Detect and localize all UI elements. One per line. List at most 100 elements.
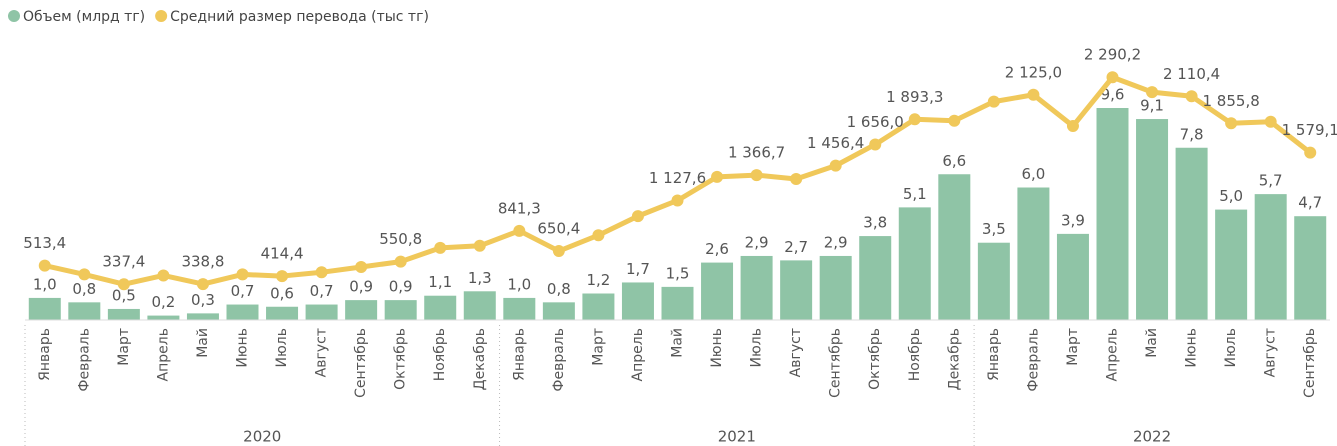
year-label: 2022 <box>1133 428 1171 446</box>
bar <box>819 255 852 320</box>
year-label: 2020 <box>243 428 281 446</box>
line-point <box>1027 88 1040 101</box>
x-tick-label: Май <box>1144 328 1160 358</box>
line-point <box>1264 115 1277 128</box>
bar <box>977 242 1010 320</box>
bar <box>701 262 734 320</box>
bar-label: 0,2 <box>151 293 175 311</box>
line-point <box>711 170 724 183</box>
line-point <box>315 266 328 279</box>
bar-label: 2,9 <box>745 233 769 251</box>
x-tick-label: Май <box>195 328 211 358</box>
bar-label: 0,9 <box>389 278 413 296</box>
x-tick-label: Июнь <box>235 328 251 368</box>
bar-label: 0,8 <box>547 280 571 298</box>
x-tick-label: Март <box>116 328 132 366</box>
bar <box>384 300 417 320</box>
bar <box>621 282 654 320</box>
line-point <box>631 210 644 223</box>
bar-label: 5,7 <box>1259 172 1283 190</box>
x-tick-label: Июнь <box>1184 328 1200 368</box>
line-label: 841,3 <box>498 199 541 217</box>
x-tick-label: Декабрь <box>946 328 962 390</box>
x-tick-label: Январь <box>37 328 53 381</box>
x-tick-label: Январь <box>986 328 1002 381</box>
bar-label: 4,7 <box>1298 194 1322 212</box>
line-point <box>157 269 170 282</box>
bar-label: 6,6 <box>942 152 966 170</box>
x-tick-label: Май <box>670 328 686 358</box>
bar <box>28 297 61 320</box>
bar-label: 5,1 <box>903 185 927 203</box>
x-tick-label: Март <box>1065 328 1081 366</box>
line-label: 1 456,4 <box>807 134 864 152</box>
bar-label: 0,7 <box>310 282 334 300</box>
x-tick-label: Июнь <box>709 328 725 368</box>
x-tick-label: Февраль <box>1025 328 1041 392</box>
x-tick-label: Сентябрь <box>1302 328 1318 398</box>
bar-label: 0,9 <box>349 278 373 296</box>
line-point <box>948 114 961 127</box>
bar <box>1056 233 1089 320</box>
bar <box>1294 216 1327 320</box>
line-point <box>513 224 526 237</box>
legend-label: Объем (млрд тг) <box>23 9 145 25</box>
bar-label: 1,2 <box>586 271 610 289</box>
line-label: 337,4 <box>102 253 145 271</box>
bar <box>780 260 813 320</box>
x-tick-label: Июль <box>274 328 290 367</box>
line-point <box>829 159 842 172</box>
line-point <box>434 241 447 254</box>
bar-label: 0,7 <box>231 282 255 300</box>
line-label: 2 110,4 <box>1163 65 1220 83</box>
bar <box>345 300 378 320</box>
line-point <box>1185 90 1198 103</box>
bar <box>1254 194 1287 320</box>
bar-label: 1,1 <box>428 273 452 291</box>
bar <box>661 286 694 320</box>
line-point <box>196 278 209 291</box>
line-point <box>117 278 130 291</box>
line-point <box>750 169 763 182</box>
x-tick-label: Август <box>1263 328 1279 377</box>
bar <box>463 291 496 320</box>
line-label: 1 127,6 <box>649 169 706 187</box>
legend-label: Средний размер перевода (тыс тг) <box>170 9 429 25</box>
bar-label: 1,3 <box>468 269 492 287</box>
bar <box>859 236 892 320</box>
bar-label: 2,9 <box>824 233 848 251</box>
line-point <box>355 261 368 273</box>
bar-label: 1,5 <box>666 264 690 282</box>
bar-label: 2,7 <box>784 238 808 256</box>
bar <box>740 255 773 320</box>
x-tick-label: Февраль <box>551 328 567 392</box>
bar <box>186 313 219 320</box>
x-tick-label: Август <box>788 328 804 377</box>
bar-label: 0,3 <box>191 291 215 309</box>
bar-label: 3,5 <box>982 220 1006 238</box>
bar-label: 0,6 <box>270 284 294 302</box>
x-tick-label: Апрель <box>630 328 646 381</box>
bar <box>542 302 575 320</box>
bar <box>1175 147 1208 320</box>
bar-label: 2,6 <box>705 240 729 258</box>
line-point <box>552 245 565 258</box>
line-point <box>987 95 1000 108</box>
bar <box>938 174 971 320</box>
line-point <box>1304 146 1317 159</box>
bar-label: 1,0 <box>507 275 531 293</box>
bar <box>68 302 101 320</box>
bar-label: 9,1 <box>1140 97 1164 115</box>
x-tick-label: Сентябрь <box>828 328 844 398</box>
x-tick-label: Август <box>314 328 330 377</box>
line-label: 650,4 <box>537 220 580 238</box>
line-point <box>869 138 882 151</box>
x-tick-label: Январь <box>511 328 527 381</box>
bar-label: 3,8 <box>863 214 887 232</box>
bar <box>1017 187 1050 320</box>
legend-swatch <box>8 10 20 22</box>
bar-label: 6,0 <box>1021 165 1045 183</box>
line-label: 550,8 <box>379 230 422 248</box>
x-tick-label: Апрель <box>1105 328 1121 381</box>
